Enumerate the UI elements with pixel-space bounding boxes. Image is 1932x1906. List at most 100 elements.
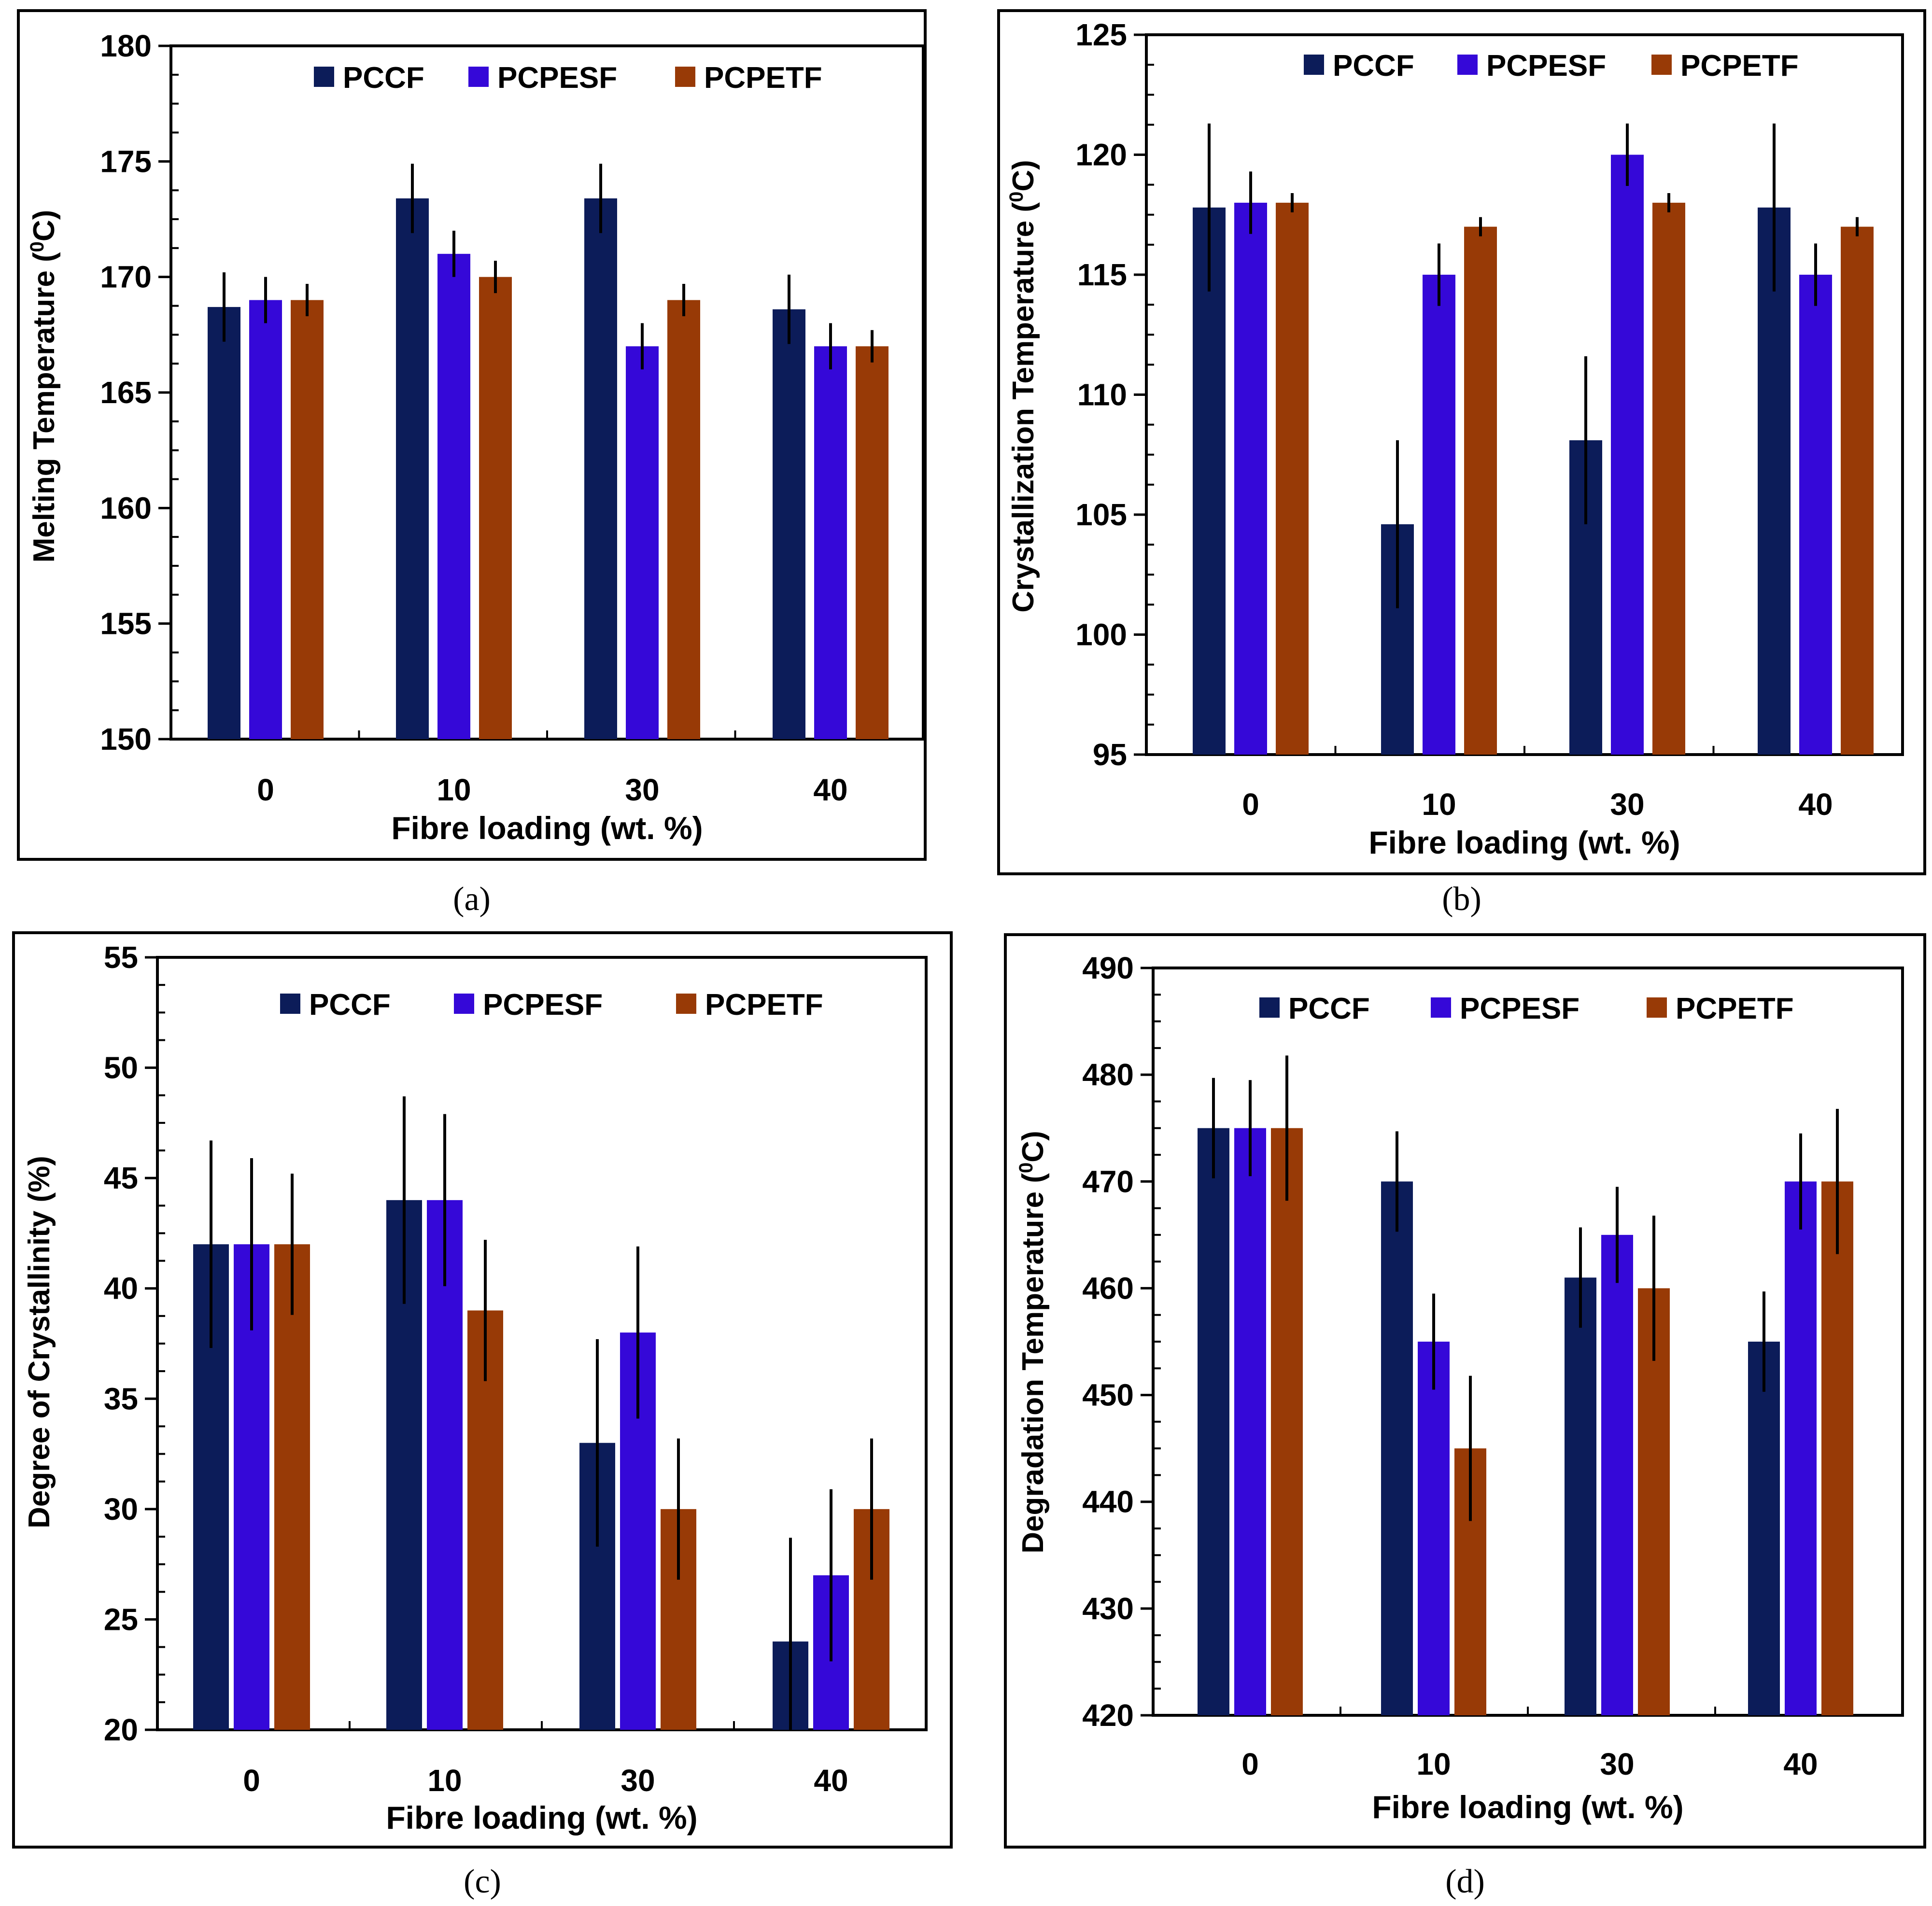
legend-label-pccf: PCCF bbox=[1333, 49, 1414, 83]
legend-swatch-pccf bbox=[1259, 997, 1280, 1018]
panel-caption: (b) bbox=[1442, 881, 1481, 918]
bar-pccf-0 bbox=[1193, 207, 1226, 755]
bar-pcpesf-10 bbox=[427, 1200, 463, 1730]
bar-pcpesf-40 bbox=[814, 346, 847, 739]
panel-caption: (c) bbox=[464, 1863, 501, 1900]
y-tick-label: 170 bbox=[100, 260, 152, 294]
bar-pcpetf-10 bbox=[1464, 226, 1497, 755]
plot-area bbox=[169, 44, 925, 741]
panel-frame bbox=[1004, 933, 1926, 1849]
y-tick-label: 55 bbox=[104, 940, 138, 975]
legend-swatch-pcpetf bbox=[676, 994, 696, 1014]
bar-pcpetf-0 bbox=[291, 300, 324, 739]
x-axis-title: Fibre loading (wt. %) bbox=[386, 1800, 697, 1836]
x-tick-label: 30 bbox=[620, 1763, 655, 1798]
x-tick-label: 0 bbox=[243, 1763, 260, 1798]
x-tick-label: 40 bbox=[1798, 787, 1833, 822]
legend: PCCF PCPESF PCPETF bbox=[1259, 992, 1794, 1025]
bar-pccf-40 bbox=[1758, 207, 1791, 755]
x-tick-label: 40 bbox=[1783, 1747, 1818, 1781]
y-tick-label: 490 bbox=[1082, 951, 1134, 985]
bar-pcpesf-10 bbox=[1418, 1342, 1450, 1715]
y-tick-label: 30 bbox=[104, 1492, 138, 1527]
bar-pcpesf-30 bbox=[1601, 1234, 1633, 1715]
bar-pcpetf-40 bbox=[856, 346, 888, 739]
bar-pcpesf-10 bbox=[1423, 275, 1455, 755]
y-tick-label: 105 bbox=[1075, 497, 1127, 532]
panel-frame bbox=[17, 9, 927, 861]
bar-pcpetf-0 bbox=[1276, 202, 1309, 755]
legend-swatch-pccf bbox=[280, 994, 300, 1014]
bar-pccf-10 bbox=[1381, 1181, 1413, 1715]
bar-pcpesf-0 bbox=[249, 300, 282, 739]
bar-pccf-30 bbox=[1565, 1277, 1596, 1715]
legend-label-pcpetf: PCPETF bbox=[1680, 49, 1799, 83]
legend-swatch-pcpesf bbox=[1457, 55, 1478, 75]
x-tick-label: 40 bbox=[814, 1763, 848, 1798]
legend-label-pcpesf: PCPESF bbox=[1486, 49, 1606, 83]
legend-swatch-pcpesf bbox=[1431, 997, 1451, 1018]
bar-pcpesf-0 bbox=[1234, 202, 1267, 755]
y-axis-title: Melting Temperature (0C) bbox=[27, 210, 61, 563]
y-tick-label: 460 bbox=[1082, 1271, 1134, 1305]
panel-frame bbox=[997, 9, 1926, 875]
legend-label-pcpetf: PCPETF bbox=[1676, 992, 1794, 1025]
legend: PCCF PCPESF PCPETF bbox=[280, 988, 823, 1022]
bar-pcpesf-40 bbox=[1785, 1181, 1817, 1715]
y-tick-label: 50 bbox=[104, 1051, 138, 1085]
chart-panel-a: 150 155 160 165 170 175 180 0 10 30 40 Fibre loadin… bbox=[17, 9, 927, 918]
bar-pccf-40 bbox=[773, 309, 805, 739]
y-tick-label: 100 bbox=[1075, 617, 1127, 652]
legend: PCCF PCPESF PCPETF bbox=[314, 61, 822, 95]
panel-frame bbox=[12, 931, 953, 1849]
x-tick-label: 10 bbox=[437, 772, 471, 807]
bar-pccf-0 bbox=[208, 307, 240, 739]
bar-pcpesf-30 bbox=[1611, 154, 1644, 755]
bar-pcpesf-10 bbox=[437, 253, 470, 739]
x-axis-title: Fibre loading (wt. %) bbox=[1368, 825, 1680, 860]
y-tick-label: 450 bbox=[1082, 1378, 1134, 1413]
legend-label-pcpesf: PCPESF bbox=[497, 61, 617, 95]
y-tick-label: 180 bbox=[100, 28, 152, 63]
legend-label-pccf: PCCF bbox=[1288, 992, 1370, 1025]
x-tick-label: 0 bbox=[1242, 787, 1259, 822]
bar-pccf-40 bbox=[1748, 1342, 1780, 1715]
y-tick-label: 95 bbox=[1093, 737, 1127, 772]
legend-swatch-pcpesf bbox=[454, 994, 474, 1014]
legend-swatch-pcpetf bbox=[1651, 55, 1672, 75]
y-tick-label: 480 bbox=[1082, 1057, 1134, 1092]
y-tick-label: 175 bbox=[100, 144, 152, 179]
bar-pccf-0 bbox=[1198, 1128, 1229, 1715]
y-axis-title: Crystallization Temperature (0C) bbox=[1006, 160, 1040, 613]
x-tick-label: 40 bbox=[813, 772, 847, 807]
panel-caption: (d) bbox=[1445, 1863, 1485, 1900]
x-tick-label: 0 bbox=[1241, 1747, 1259, 1781]
x-axis-title: Fibre loading (wt. %) bbox=[391, 810, 703, 846]
chart-panel-b: 95 100 105 110 115 120 125 0 10 30 40 Fibre loading… bbox=[997, 9, 1926, 918]
y-tick-label: 40 bbox=[104, 1271, 138, 1306]
y-tick-label: 155 bbox=[100, 606, 152, 641]
y-tick-label: 25 bbox=[104, 1602, 138, 1637]
y-tick-label: 35 bbox=[104, 1381, 138, 1416]
bar-pccf-10 bbox=[396, 198, 429, 739]
x-tick-label: 10 bbox=[1416, 1747, 1451, 1781]
bar-pcpetf-10 bbox=[479, 277, 512, 739]
x-tick-label: 10 bbox=[1422, 787, 1456, 822]
plot-area bbox=[156, 956, 928, 1731]
bar-pcpetf-40 bbox=[1841, 226, 1874, 755]
chart-panel-d: 420 430 440 450 460 470 480 490 0 10 30 40 Fibre loa… bbox=[1004, 933, 1926, 1900]
x-tick-label: 0 bbox=[257, 772, 274, 807]
y-tick-label: 120 bbox=[1075, 138, 1127, 172]
y-axis-title: Degree of Crystallinity (%) bbox=[23, 1156, 56, 1528]
legend-label-pccf: PCCF bbox=[309, 988, 391, 1022]
legend-swatch-pcpetf bbox=[675, 67, 695, 87]
bar-pcpetf-40 bbox=[1821, 1181, 1853, 1715]
y-tick-label: 440 bbox=[1082, 1485, 1134, 1519]
y-axis-title: Degradation Temperature (0C) bbox=[1015, 1131, 1050, 1553]
legend-label-pcpesf: PCPESF bbox=[483, 988, 603, 1022]
bar-pcpetf-30 bbox=[667, 300, 700, 739]
bar-pcpesf-40 bbox=[1799, 275, 1832, 755]
y-tick-label: 115 bbox=[1077, 257, 1127, 292]
y-tick-label: 45 bbox=[104, 1161, 138, 1195]
